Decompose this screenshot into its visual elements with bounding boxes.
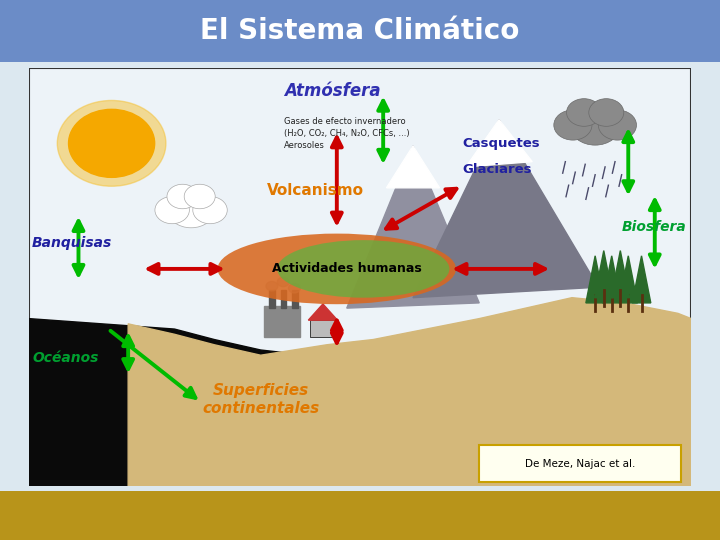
Polygon shape — [308, 304, 338, 320]
Text: Glaciares: Glaciares — [463, 163, 532, 176]
Circle shape — [570, 105, 621, 145]
Text: Océanos: Océanos — [32, 351, 99, 365]
Circle shape — [266, 281, 278, 291]
Circle shape — [155, 197, 189, 224]
Text: El Sistema Climático: El Sistema Climático — [200, 17, 520, 45]
Text: Banquisas: Banquisas — [32, 236, 112, 249]
Bar — [281, 290, 287, 308]
Text: Actividades humanas: Actividades humanas — [272, 262, 422, 275]
Circle shape — [289, 284, 300, 293]
Circle shape — [184, 184, 215, 209]
Polygon shape — [128, 298, 691, 486]
Ellipse shape — [217, 234, 456, 304]
Circle shape — [554, 110, 592, 140]
Text: Volcanismo: Volcanismo — [267, 183, 364, 198]
Circle shape — [68, 109, 155, 177]
Polygon shape — [347, 146, 480, 308]
Polygon shape — [603, 256, 621, 303]
Bar — [264, 306, 300, 337]
Bar — [310, 320, 336, 337]
Circle shape — [167, 184, 198, 209]
Bar — [292, 290, 298, 308]
Circle shape — [277, 277, 289, 287]
Ellipse shape — [277, 240, 449, 298]
Polygon shape — [463, 120, 509, 172]
Bar — [269, 290, 275, 308]
Circle shape — [58, 100, 166, 186]
Text: De Meze, Najac et al.: De Meze, Najac et al. — [525, 458, 635, 469]
Polygon shape — [586, 256, 604, 303]
Circle shape — [193, 197, 228, 224]
Polygon shape — [466, 120, 532, 167]
Polygon shape — [595, 251, 613, 298]
Polygon shape — [387, 146, 439, 188]
Text: Casquetes: Casquetes — [463, 137, 540, 150]
Polygon shape — [29, 319, 691, 486]
Circle shape — [167, 190, 215, 228]
Circle shape — [567, 99, 601, 126]
Text: Atmósfera: Atmósfera — [284, 82, 380, 100]
FancyBboxPatch shape — [480, 444, 681, 482]
Circle shape — [589, 99, 624, 126]
Text: Superficies
continentales: Superficies continentales — [202, 383, 319, 416]
Polygon shape — [413, 120, 598, 298]
Circle shape — [598, 110, 636, 140]
Polygon shape — [632, 256, 651, 303]
Polygon shape — [619, 256, 637, 303]
Text: Biosfera: Biosfera — [621, 220, 686, 234]
Polygon shape — [611, 251, 629, 298]
Text: Gases de efecto invernadero
(H₂O, CO₂, CH₄, N₂O, CFCs, ...)
Aerosoles: Gases de efecto invernadero (H₂O, CO₂, C… — [284, 117, 410, 150]
